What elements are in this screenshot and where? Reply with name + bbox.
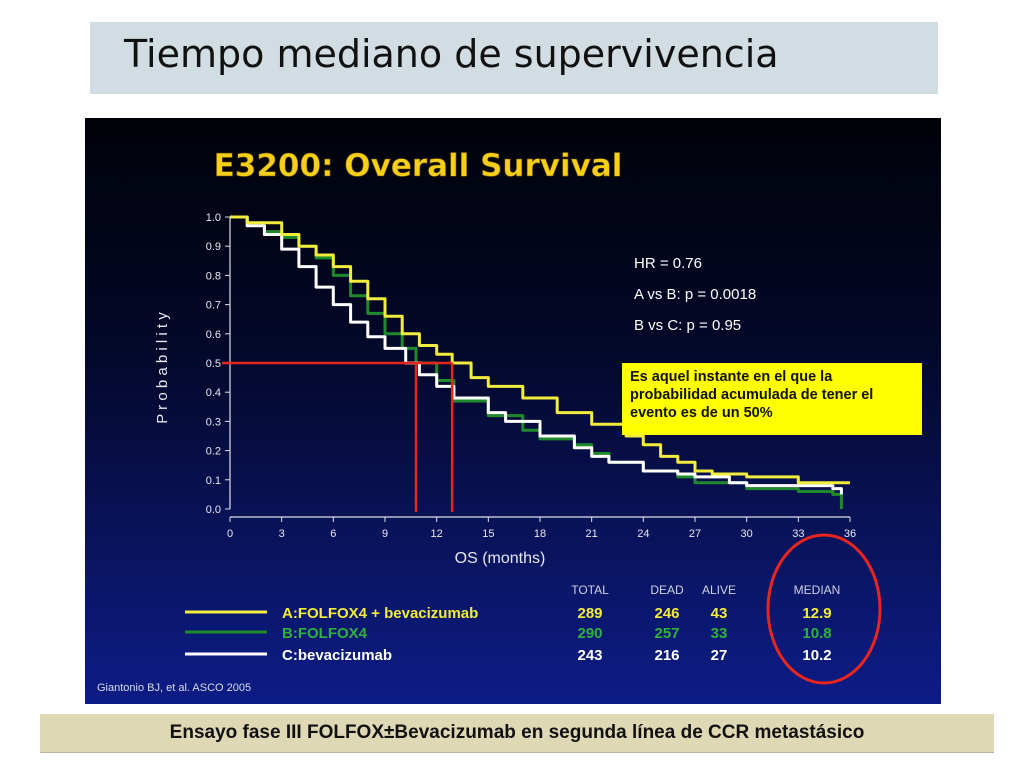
y-tick-label: 0.6 [206,329,221,341]
table-cell: 10.8 [802,625,831,642]
x-tick-label: 30 [741,528,753,540]
median-highlight-circle [766,533,882,685]
curves-layer [230,215,850,509]
chart-panel: E3200: Overall Survival P r o b a b i l … [85,118,941,704]
x-tick-label: 36 [844,528,856,540]
stat-hr: HR = 0.76 [634,255,702,272]
survival-curve-a [230,215,850,485]
x-tick-label: 3 [279,528,285,540]
stat-a-vs-b: A vs B: p = 0.0018 [634,286,756,303]
y-tick-label: 0.2 [206,446,221,458]
stat-b-vs-c: B vs C: p = 0.95 [634,317,741,334]
table-cell: 289 [577,605,602,622]
table-cell: 257 [654,625,679,642]
y-tick-label: 0.0 [206,504,221,516]
table-header: DEAD [650,583,684,597]
legend-table: TOTAL DEAD ALIVE MEDIAN A:FOLFOX4 + bevacizu… [185,583,840,664]
table-header: ALIVE [702,583,736,597]
table-cell: 12.9 [802,605,831,622]
survival-curve-c [230,215,843,495]
x-tick-label: 0 [227,528,233,540]
table-cell: 10.2 [802,647,831,664]
table-header: TOTAL [571,583,609,597]
table-cell: 43 [711,605,728,622]
table-cell: 27 [711,647,728,664]
survival-chart: E3200: Overall Survival P r o b a b i l … [97,148,882,694]
table-header: MEDIAN [794,583,841,597]
x-tick-label: 12 [431,528,443,540]
y-tick-label: 0.5 [206,358,221,370]
table-cell: 216 [654,647,679,664]
x-tick-label: 18 [534,528,546,540]
x-tick-label: 21 [586,528,598,540]
x-tick-label: 6 [330,528,336,540]
x-tick-label: 9 [382,528,388,540]
legend-series-name: C:bevacizumab [282,647,392,664]
y-tick-label: 0.1 [206,475,221,487]
footer-bar: Ensayo fase III FOLFOX±Bevacizumab en se… [40,714,994,753]
table-cell: 243 [577,647,602,664]
axes-layer: 1.00.90.80.70.60.50.40.30.20.10.00 3 6 9 12 1… [206,212,856,540]
chart-title: E3200: Overall Survival [214,148,623,184]
title-bar: Tiempo mediano de supervivencia [90,22,938,94]
y-axis-label: P r o b a b i l i t y [154,312,171,424]
y-tick-label: 0.8 [206,270,221,282]
x-tick-label: 33 [792,528,804,540]
y-tick-label: 0.7 [206,300,221,312]
x-tick-label: 24 [637,528,649,540]
x-axis-label: OS (months) [455,550,546,567]
y-tick-label: 0.3 [206,416,221,428]
x-tick-label: 15 [482,528,494,540]
x-tick-label: 27 [689,528,701,540]
footer-caption: Ensayo fase III FOLFOX±Bevacizumab en se… [169,722,865,743]
legend-series-name: B:FOLFOX4 [282,625,368,642]
table-cell: 33 [711,625,728,642]
legend-series-name: A:FOLFOX4 + bevacizumab [282,605,478,622]
y-tick-label: 1.0 [206,212,221,224]
y-tick-label: 0.9 [206,241,221,253]
table-cell: 246 [654,605,679,622]
median-guides [222,361,454,512]
y-tick-label: 0.4 [206,387,221,399]
citation: Giantonio BJ, et al. ASCO 2005 [97,682,251,694]
table-cell: 290 [577,625,602,642]
slide-title: Tiempo mediano de supervivencia [124,32,779,76]
annotation-box: Es aquel instante en el que la probabili… [622,363,922,435]
